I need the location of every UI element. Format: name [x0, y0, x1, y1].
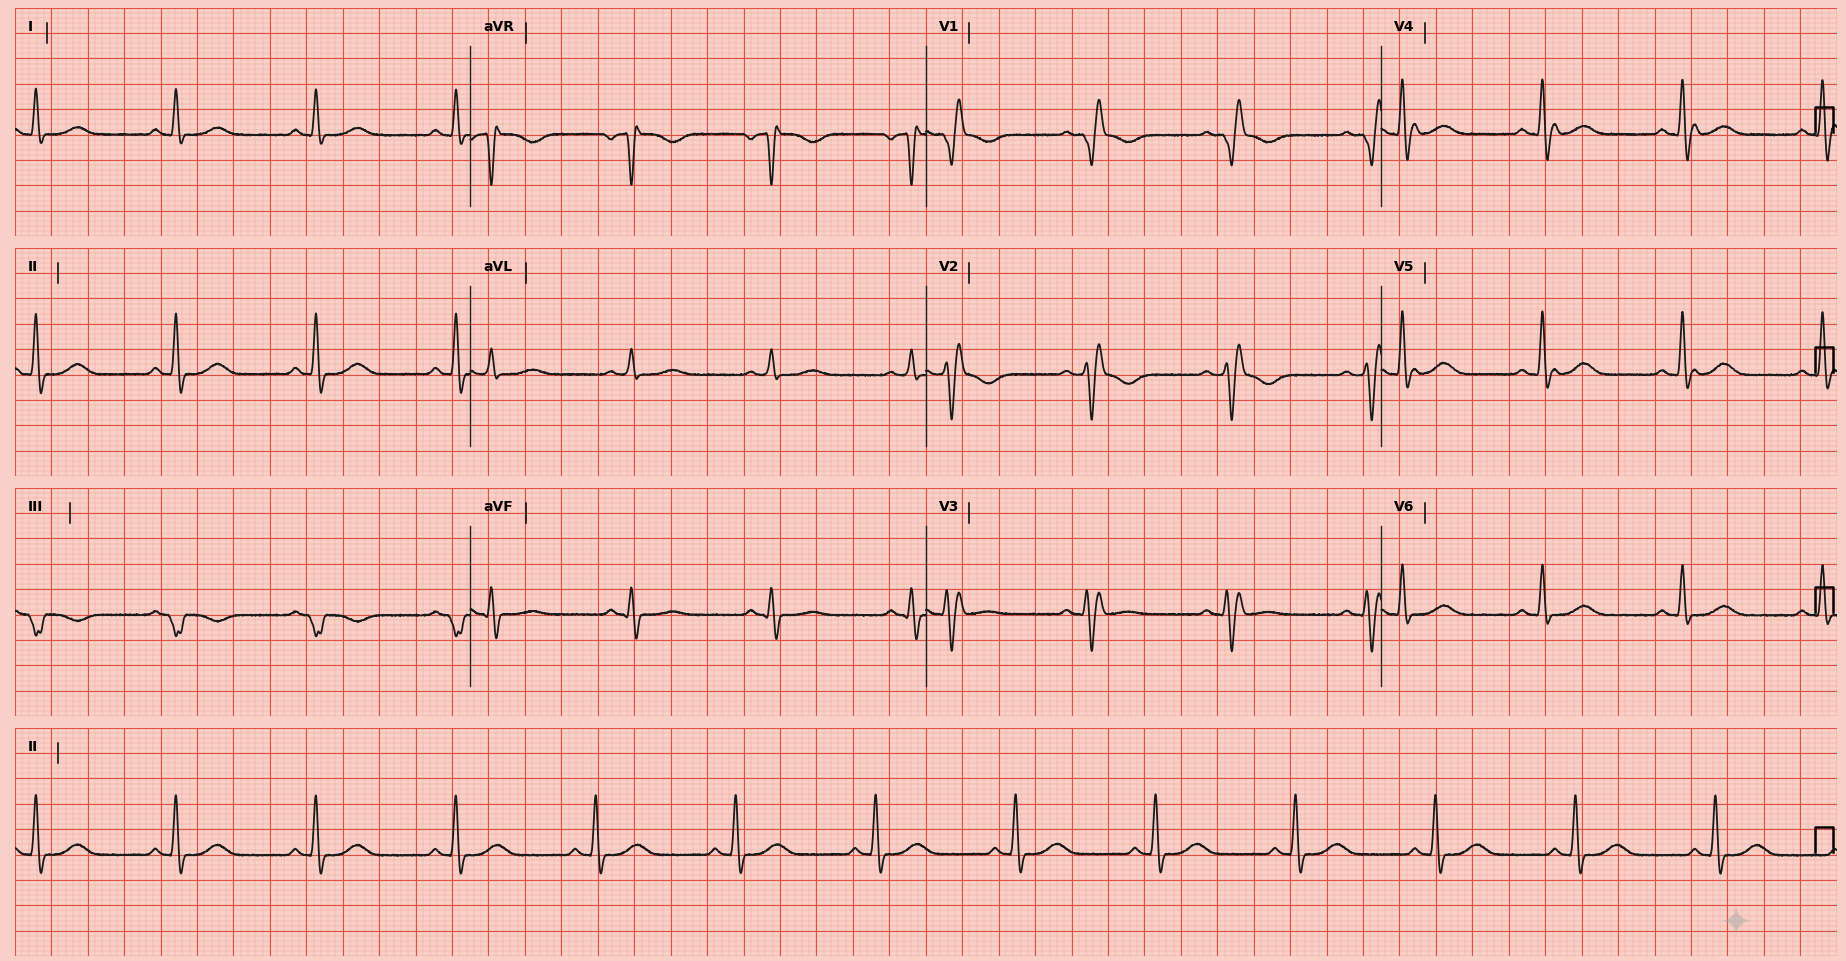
Text: V5: V5	[1394, 259, 1414, 274]
Text: V3: V3	[938, 500, 958, 513]
Text: ✦: ✦	[1719, 905, 1752, 944]
Text: I: I	[28, 19, 33, 34]
Text: V2: V2	[938, 259, 960, 274]
Text: aVR: aVR	[484, 19, 513, 34]
Text: aVF: aVF	[484, 500, 513, 513]
Text: III: III	[28, 500, 42, 513]
Text: V6: V6	[1394, 500, 1414, 513]
Text: aVL: aVL	[484, 259, 511, 274]
Text: V4: V4	[1394, 19, 1414, 34]
Text: V1: V1	[938, 19, 960, 34]
Text: II: II	[28, 740, 37, 753]
Text: II: II	[28, 259, 37, 274]
